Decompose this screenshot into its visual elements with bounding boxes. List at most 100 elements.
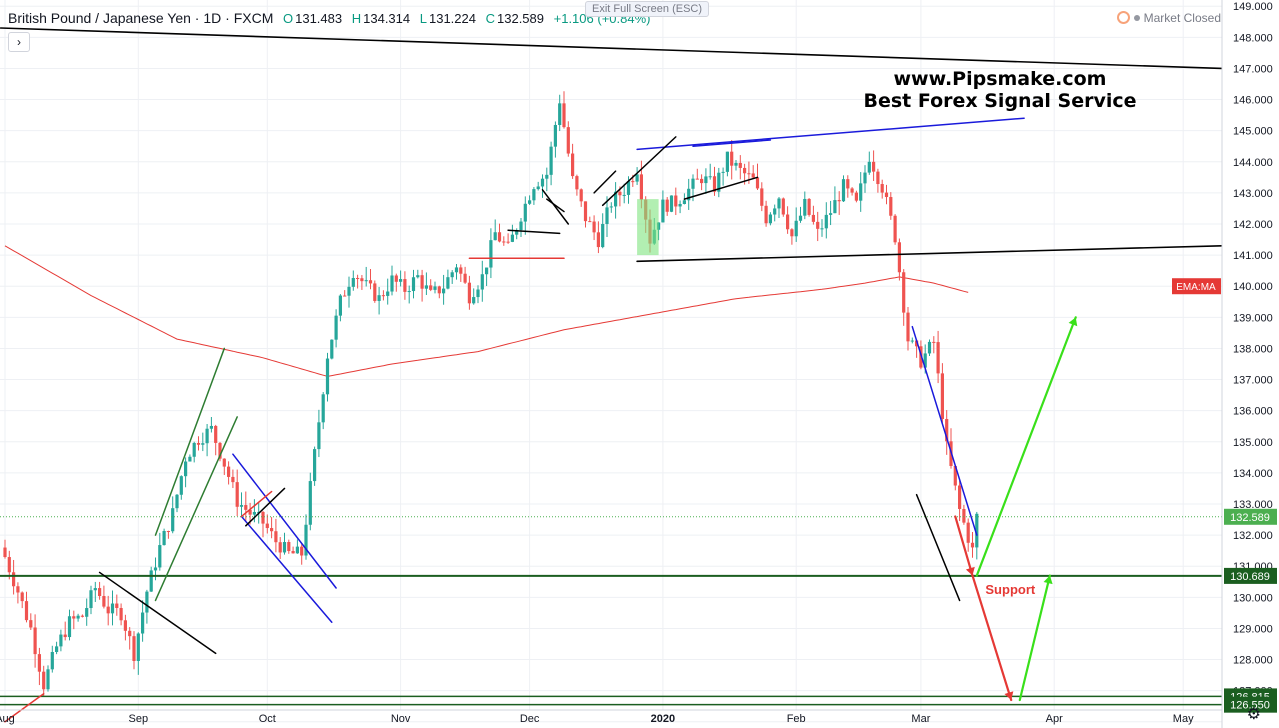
- candle-body: [661, 199, 665, 223]
- candle-body: [42, 671, 46, 690]
- candle-body: [837, 200, 841, 202]
- candle-body: [872, 161, 876, 172]
- projection-arrow: [971, 574, 1013, 702]
- x-tick-label: Apr: [1046, 713, 1063, 725]
- candle-body: [493, 232, 497, 241]
- candle-body: [188, 456, 192, 462]
- x-tick-label: Oct: [259, 713, 276, 725]
- candle-body: [50, 652, 54, 670]
- candle-body: [12, 572, 16, 587]
- candle-body: [158, 545, 162, 568]
- x-tick-label: May: [1173, 713, 1194, 725]
- candle-body: [523, 203, 527, 222]
- candles: [3, 91, 979, 697]
- candle-body: [558, 103, 562, 125]
- candle-body: [153, 567, 158, 571]
- candle-body: [291, 551, 295, 554]
- candle-body: [467, 282, 471, 304]
- y-tick-label: 142.000: [1233, 219, 1273, 231]
- candle-body: [373, 283, 377, 301]
- candle-body: [308, 481, 312, 525]
- candle-body: [738, 162, 742, 168]
- candle-body: [347, 286, 351, 296]
- trendline: [507, 229, 561, 235]
- candle-body: [119, 608, 123, 621]
- candle-body: [46, 669, 50, 690]
- y-tick-label: 136.000: [1233, 406, 1273, 418]
- candle-body: [407, 291, 411, 293]
- collapse-legend-button[interactable]: ›: [8, 32, 30, 52]
- candle-body: [510, 234, 514, 242]
- chart-header: British Pound / Japanese Yen · 1D · FXCM…: [8, 10, 650, 26]
- candle-body: [76, 615, 80, 619]
- candle-body: [239, 505, 244, 507]
- candle-body: [536, 186, 540, 190]
- y-tick-label: 137.000: [1233, 375, 1273, 387]
- candle-body: [338, 295, 342, 316]
- exit-fullscreen-button[interactable]: Exit Full Screen (ESC): [585, 1, 710, 17]
- symbol-title[interactable]: British Pound / Japanese Yen · 1D · FXCM: [8, 10, 274, 26]
- candle-body: [631, 181, 635, 183]
- ema-tag: EMA:MA: [1176, 282, 1216, 293]
- candle-body: [110, 603, 115, 614]
- candle-body: [424, 285, 428, 289]
- candle-body: [846, 179, 850, 189]
- candle-body: [420, 275, 424, 289]
- candle-body: [175, 494, 179, 509]
- candle-body: [450, 272, 454, 278]
- ema-tag-bg: [1172, 278, 1221, 295]
- candle-body: [626, 181, 631, 195]
- candle-body: [67, 616, 72, 638]
- candle-body: [179, 476, 183, 495]
- candle-body: [863, 172, 867, 184]
- candle-body: [682, 200, 686, 204]
- candle-body: [747, 173, 751, 175]
- candle-body: [145, 591, 149, 613]
- candle-body: [678, 203, 682, 207]
- candle-body: [760, 188, 764, 206]
- trendline: [692, 139, 772, 147]
- highlight-box: [637, 199, 659, 256]
- arrowhead: [1043, 575, 1053, 585]
- candle-body: [270, 528, 274, 532]
- x-tick-label: Nov: [391, 713, 411, 725]
- trendline: [154, 416, 238, 602]
- arrowhead: [965, 566, 975, 576]
- candle-body: [605, 207, 609, 224]
- candle-body: [927, 341, 932, 354]
- candle-body: [897, 242, 901, 273]
- candle-body: [798, 215, 803, 221]
- candle-body: [278, 542, 282, 553]
- level-price-tag: 130.689: [1230, 571, 1270, 583]
- candle-body: [803, 198, 807, 216]
- y-tick-label: 146.000: [1233, 95, 1273, 107]
- candle-body: [743, 167, 747, 174]
- candle-body: [820, 228, 824, 230]
- candle-body: [665, 199, 669, 212]
- y-tick-label: 134.000: [1233, 468, 1273, 480]
- candle-body: [674, 195, 678, 207]
- candle-body: [304, 524, 308, 556]
- candle-body: [588, 221, 592, 223]
- candle-body: [880, 184, 884, 193]
- grid: [0, 0, 1222, 723]
- candle-body: [497, 232, 502, 242]
- candle-body: [966, 522, 970, 543]
- candle-body: [704, 176, 708, 184]
- support-annotation: Support: [985, 582, 1035, 597]
- candle-body: [480, 274, 484, 290]
- candle-body: [884, 192, 889, 198]
- candle-body: [317, 422, 321, 450]
- candle-body: [394, 275, 398, 282]
- candle-body: [231, 476, 235, 483]
- candle-body: [192, 442, 196, 457]
- gear-icon[interactable]: ⚙: [1246, 706, 1261, 723]
- candle-body: [196, 442, 201, 445]
- candle-body: [764, 205, 768, 224]
- candle-body: [751, 173, 755, 178]
- candle-body: [786, 214, 790, 230]
- trendline: [154, 347, 226, 536]
- trendline: [240, 490, 273, 518]
- candle-body: [936, 342, 940, 374]
